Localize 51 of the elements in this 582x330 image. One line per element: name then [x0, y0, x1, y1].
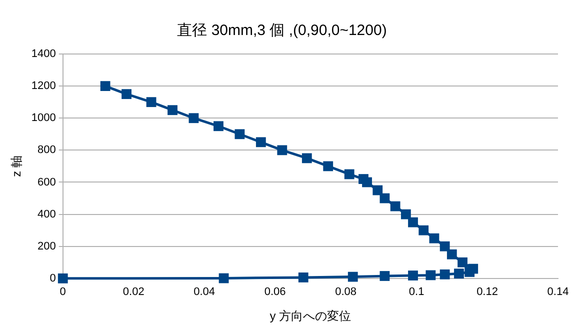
point: [408, 270, 418, 280]
point: [426, 270, 436, 280]
x-tick-label: 0.08: [335, 286, 357, 298]
point: [302, 153, 312, 164]
point: [344, 169, 354, 180]
x-tick-label: 0.1: [408, 286, 424, 298]
point: [400, 209, 411, 220]
point: [146, 97, 156, 108]
point: [454, 268, 464, 279]
point: [390, 201, 400, 212]
point: [298, 272, 308, 282]
point: [348, 272, 358, 282]
y-tick-label: 1000: [31, 112, 56, 124]
y-tick-label: 1200: [31, 80, 56, 92]
chart-title: 直径 30mm,3 個 ,(0,90,0~1200): [177, 22, 387, 40]
x-tick-label: 0.04: [194, 286, 216, 298]
point: [418, 225, 429, 236]
point: [188, 113, 199, 124]
x-tick-label: 0.02: [122, 286, 144, 298]
y-tick-label: 0: [50, 272, 56, 284]
point: [380, 271, 390, 281]
point: [277, 145, 288, 156]
point: [58, 273, 68, 284]
y-tick-label: 400: [38, 208, 56, 220]
point: [440, 269, 450, 280]
point: [440, 241, 450, 252]
point: [218, 273, 229, 284]
y-tick-label: 600: [38, 176, 56, 188]
point: [358, 174, 368, 184]
x-tick-label: 0: [60, 286, 66, 298]
point: [214, 121, 224, 132]
point: [323, 161, 334, 172]
point: [256, 137, 266, 148]
point: [122, 89, 132, 100]
point: [100, 81, 110, 92]
y-tick-label: 800: [38, 144, 56, 156]
point: [408, 217, 418, 228]
point: [429, 233, 440, 244]
x-tick-label: 0.06: [264, 286, 286, 298]
y-tick-label: 1400: [31, 48, 56, 60]
point: [372, 185, 383, 196]
point: [168, 105, 178, 116]
point: [458, 257, 468, 268]
x-tick-label: 0.12: [476, 286, 498, 298]
y-tick-label: 200: [38, 240, 56, 252]
y-axis-title: z 軸: [10, 156, 24, 177]
x-axis-title: y 方向への変位: [270, 309, 352, 324]
point: [234, 129, 245, 140]
point: [468, 264, 478, 274]
point: [446, 249, 457, 260]
x-tick-label: 0.14: [547, 286, 569, 298]
